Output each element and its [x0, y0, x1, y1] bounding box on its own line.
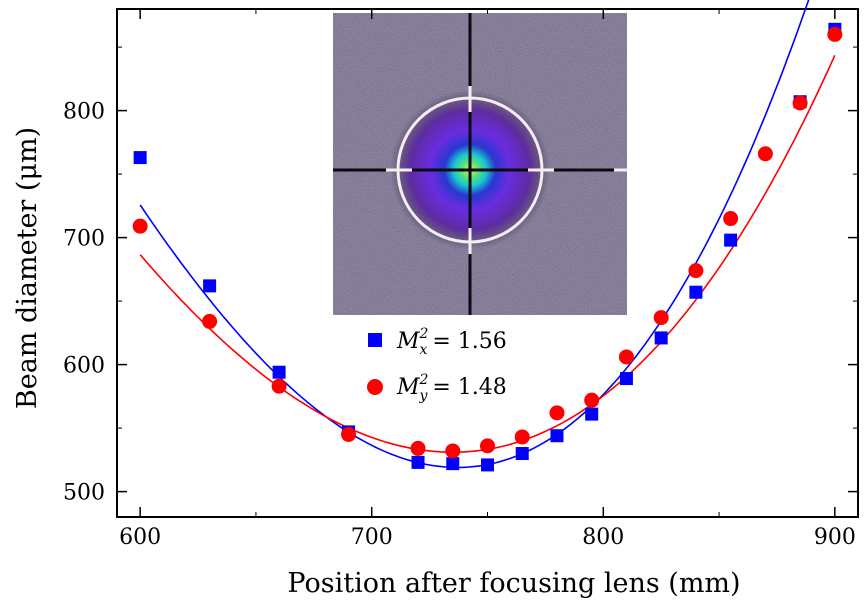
x-axis-title: Position after focusing lens (mm): [287, 568, 740, 599]
marker-x-4: [411, 455, 425, 469]
beam-profile-inset: [333, 13, 627, 315]
marker-y-0: [132, 218, 148, 234]
marker-x-1: [203, 279, 217, 293]
marker-y-15: [792, 95, 808, 111]
marker-y-7: [514, 429, 530, 445]
legend-marker-y: [367, 379, 383, 395]
y-tick-label-600: 600: [63, 354, 105, 379]
marker-x-8: [550, 429, 564, 443]
marker-y-9: [584, 392, 600, 408]
marker-x-0: [133, 151, 147, 165]
marker-y-1: [202, 313, 218, 329]
tick-labels: 600 700 800 900 500 600 700 800: [63, 100, 856, 550]
legend-label-y: My2 = 1.48: [396, 372, 507, 404]
marker-y-16: [827, 26, 843, 42]
marker-x-10: [619, 372, 633, 386]
y-tick-label-800: 800: [63, 100, 105, 125]
legend-label-x: Mx2 = 1.56: [396, 326, 507, 358]
marker-y-10: [618, 349, 634, 365]
marker-x-6: [481, 458, 494, 472]
marker-x-5: [446, 457, 460, 471]
marker-y-11: [653, 310, 669, 326]
marker-y-3: [341, 426, 357, 442]
data-markers: [132, 22, 843, 472]
marker-y-4: [410, 440, 426, 456]
marker-y-5: [445, 443, 461, 459]
marker-x-7: [515, 447, 529, 460]
marker-x-12: [689, 285, 703, 299]
marker-x-13: [724, 233, 738, 247]
x-tick-label-600: 600: [119, 525, 161, 550]
y-tick-label-700: 700: [63, 227, 105, 252]
x-tick-label-800: 800: [582, 525, 624, 550]
marker-x-11: [654, 331, 668, 345]
marker-y-6: [480, 438, 495, 454]
marker-x-2: [272, 365, 286, 379]
x-tick-label-700: 700: [351, 525, 393, 550]
marker-y-2: [271, 378, 287, 394]
legend-marker-x: [368, 333, 382, 347]
marker-y-14: [757, 146, 773, 162]
y-tick-label-500: 500: [63, 481, 105, 506]
legend: Mx2 = 1.56 My2 = 1.48: [367, 326, 507, 404]
y-axis-title: Beam diameter (μm): [12, 127, 43, 409]
marker-y-12: [688, 263, 704, 279]
x-tick-label-900: 900: [814, 525, 856, 550]
marker-y-13: [723, 211, 739, 227]
marker-y-8: [549, 405, 565, 421]
marker-x-9: [585, 407, 599, 421]
ring-ticks: [386, 86, 627, 254]
axis-ticks: [117, 9, 858, 517]
